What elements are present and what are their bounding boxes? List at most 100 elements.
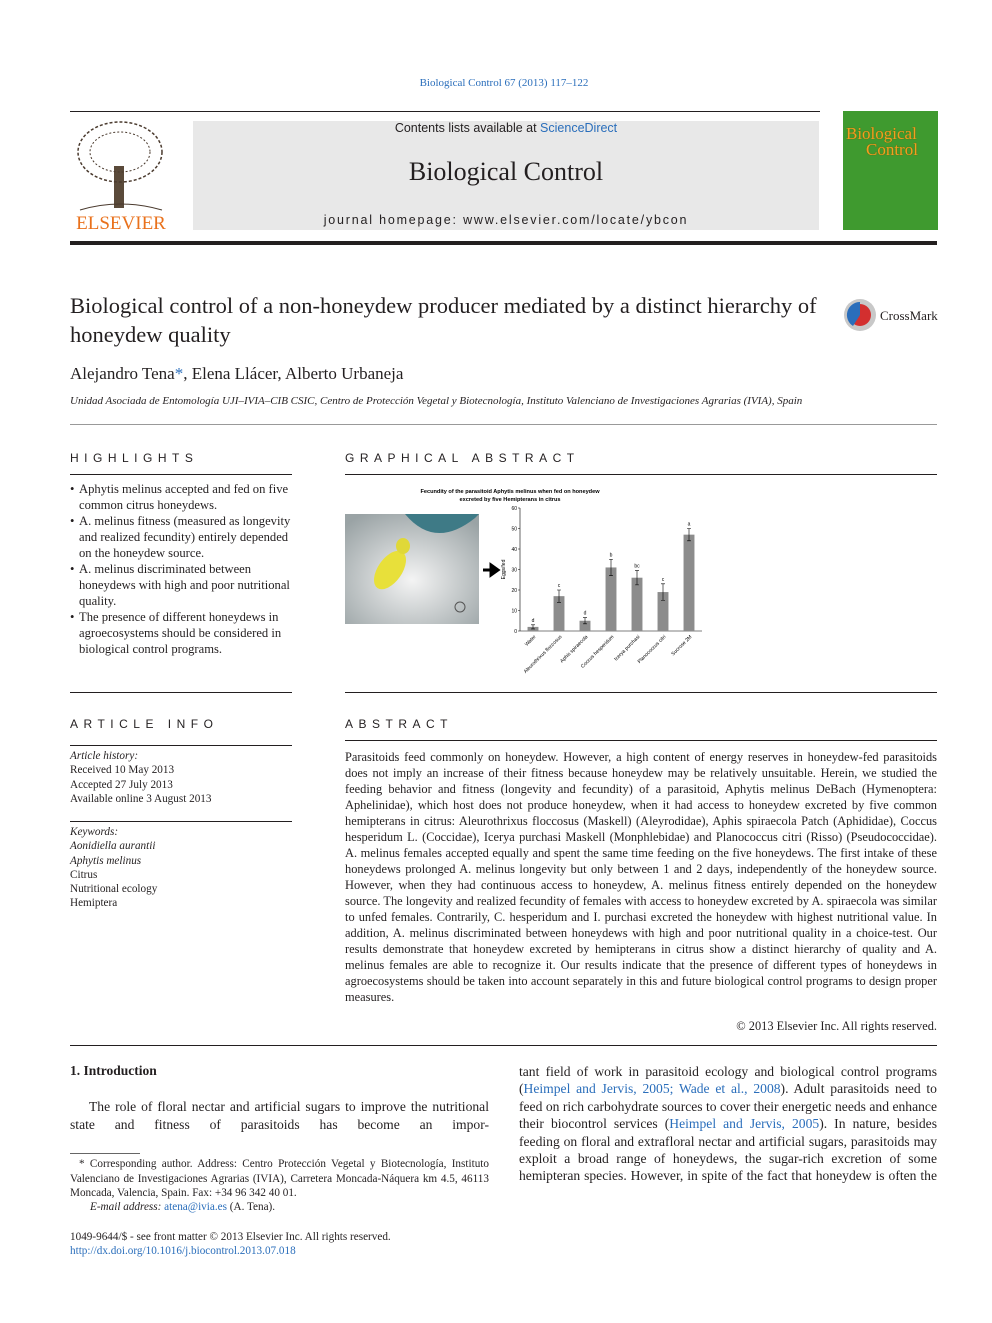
publisher-logo: ELSEVIER — [76, 121, 166, 234]
crossmark-icon — [844, 299, 876, 331]
error-bar — [609, 558, 613, 576]
section-heading: ARTICLE INFO — [70, 717, 219, 731]
graphical-abstract: Fecundity of the parasitoid Aphytis meli… — [345, 489, 702, 675]
highlight: Aphytis melinus accepted and fed on five… — [70, 481, 292, 513]
bar — [683, 534, 695, 631]
citation[interactable]: Biological Control 67 (2013) 117–122 — [419, 77, 589, 89]
section-heading: 1. Introduction — [70, 1063, 157, 1078]
significance-letter: b — [610, 552, 613, 558]
text-run: ). Adult parasitoids need to feed on ric… — [519, 1081, 937, 1132]
cover-title-line: Biological — [846, 124, 917, 143]
highlights-list: Aphytis melinus accepted and fed on five… — [70, 481, 292, 657]
y-tick-label: 40 — [511, 547, 517, 553]
footnote: * Corresponding author. Address: Centro … — [70, 1158, 489, 1199]
rule — [70, 821, 292, 822]
email-line: E-mail address: atena@ivia.es (A. Tena). — [90, 1201, 275, 1213]
rule — [70, 474, 292, 475]
photo — [345, 514, 479, 624]
intro-paragraph: The role of floral nectar and artificial… — [70, 1099, 489, 1132]
history-list: Received 10 May 2013 Accepted 27 July 201… — [70, 763, 292, 806]
error-bar — [583, 617, 587, 625]
journal-name: Biological Control — [408, 157, 604, 186]
authors: Alejandro Tena*, Elena Llácer, Alberto U… — [70, 364, 403, 384]
error-bar — [687, 528, 691, 542]
rule — [345, 474, 937, 475]
homepage-line: journal homepage: www.elsevier.com/locat… — [193, 213, 819, 227]
photo-insect — [374, 550, 406, 590]
reference-link[interactable]: Heimpel and Jervis, 2005 — [669, 1116, 820, 1132]
contents-line: Contents lists available at ScienceDirec… — [193, 121, 819, 135]
photo-droplet — [454, 601, 466, 613]
significance-letter: a — [688, 522, 691, 528]
keywords-label: Keywords: — [70, 826, 119, 838]
history-entry: Available online 3 August 2013 — [70, 792, 212, 805]
y-axis-label: Eggs/fed — [501, 559, 507, 579]
error-bar — [635, 570, 639, 586]
section-heading: HIGHLIGHTS — [70, 451, 199, 465]
cover-title-line: Control — [866, 140, 918, 159]
sciencedirect-link[interactable]: ScienceDirect — [540, 121, 618, 135]
crossmark[interactable]: CrossMark — [843, 298, 943, 334]
crossmark-label: CrossMark — [880, 308, 938, 323]
abstract-text: Parasitoids feed commonly on honeydew. H… — [345, 750, 937, 1004]
y-tick-label: 20 — [511, 588, 517, 594]
history-entry: Accepted 27 July 2013 — [70, 778, 173, 791]
error-bar — [557, 589, 561, 603]
article-title: Biological control of a non-honeydew pro… — [70, 293, 817, 347]
author: Alejandro Tena — [70, 364, 175, 383]
keywords: Keywords: Aonidiella aurantii Aphytis mel… — [70, 825, 292, 911]
rule — [70, 1153, 140, 1154]
publisher: ELSEVIER — [76, 213, 166, 234]
logo-ground — [79, 203, 163, 211]
rule — [70, 1045, 937, 1046]
chart-title: excreted by five Hemipterans in citrus — [459, 497, 560, 503]
significance-letter: bc — [634, 564, 640, 570]
highlight: A. melinus discriminated between honeyde… — [70, 561, 292, 609]
significance-letter: c — [662, 577, 665, 583]
section-heading: ABSTRACT — [345, 717, 454, 731]
text-run: ). In nature, besides feeding on floral … — [519, 1116, 938, 1184]
homepage-url[interactable]: www.elsevier.com/locate/ybcon — [463, 213, 689, 227]
x-tick-label: Water — [524, 634, 538, 648]
bar — [657, 592, 669, 631]
copyright: © 2013 Elsevier Inc. All rights reserved… — [736, 1019, 937, 1033]
bar — [553, 596, 565, 631]
y-tick-label: 0 — [514, 629, 517, 635]
reference-link[interactable]: Heimpel and Jervis, 2005; Wade et al., 2… — [523, 1081, 781, 1097]
corresponding-mark[interactable]: * — [174, 364, 184, 383]
bar — [579, 620, 591, 631]
crossmark-slice — [846, 301, 860, 326]
keyword: Aonidiella aurantii — [70, 840, 156, 853]
thick-rule — [70, 241, 937, 245]
rule — [70, 424, 937, 425]
email-link[interactable]: atena@ivia.es — [164, 1201, 227, 1213]
y-tick-label: 50 — [511, 526, 517, 532]
text-run: tant field of work in parasitoid ecology… — [519, 1064, 937, 1097]
logo-trunk — [114, 166, 124, 208]
history-label: Article history: — [70, 750, 139, 762]
keyword: Nutritional ecology — [70, 883, 158, 896]
logo-crown — [89, 131, 151, 173]
x-tick-label: Planococcus citri — [637, 634, 668, 665]
section-heading: GRAPHICAL ABSTRACT — [345, 451, 580, 465]
highlight: A. melinus fitness (measured as longevit… — [70, 513, 292, 561]
rule — [70, 745, 292, 746]
highlight: The presence of different honeydews in a… — [70, 609, 292, 657]
article-history: Article history: Received 10 May 2013 Acc… — [70, 749, 292, 806]
intro-paragraph: tant field of work in parasitoid ecology… — [519, 1063, 937, 1185]
significance-letter: d — [532, 618, 535, 624]
error-bar — [531, 624, 535, 630]
rule — [345, 692, 937, 693]
email-suffix: (A. Tena). — [226, 1201, 276, 1213]
error-bar — [661, 583, 665, 601]
photo-honeydew — [405, 514, 479, 534]
significance-letter: c — [558, 583, 561, 589]
affiliation: Unidad Asociada de Entomología UJI–IVIA–… — [70, 395, 803, 407]
author: , Elena Llácer, Alberto Urbaneja — [183, 364, 404, 383]
rule — [70, 692, 292, 693]
photo-insect — [396, 538, 410, 554]
arrow — [483, 562, 501, 578]
journal-banner: Contents lists available at ScienceDirec… — [193, 121, 819, 230]
doi-link[interactable]: http://dx.doi.org/10.1016/j.biocontrol.2… — [70, 1245, 296, 1257]
